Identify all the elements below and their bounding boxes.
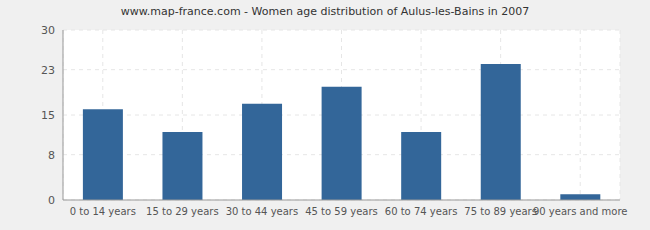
svg-text:60 to 74 years: 60 to 74 years [385,206,458,217]
svg-text:30: 30 [41,24,55,37]
svg-text:15: 15 [41,109,55,122]
svg-text:45 to 59 years: 45 to 59 years [305,206,378,217]
html-text:www.map-france.com - Women age: www.map-france.com - Women age distribut… [120,5,530,18]
svg-text:8: 8 [48,149,55,162]
svg-text:0: 0 [48,194,55,207]
svg-text:23: 23 [41,64,55,77]
svg-text:75 to 89 years: 75 to 89 years [464,206,537,217]
svg-text:0 to 14 years: 0 to 14 years [70,206,136,217]
svg-text:15 to 29 years: 15 to 29 years [146,206,219,217]
svg-text:90 years and more: 90 years and more [533,206,628,217]
svg-text:30 to 44 years: 30 to 44 years [226,206,299,217]
